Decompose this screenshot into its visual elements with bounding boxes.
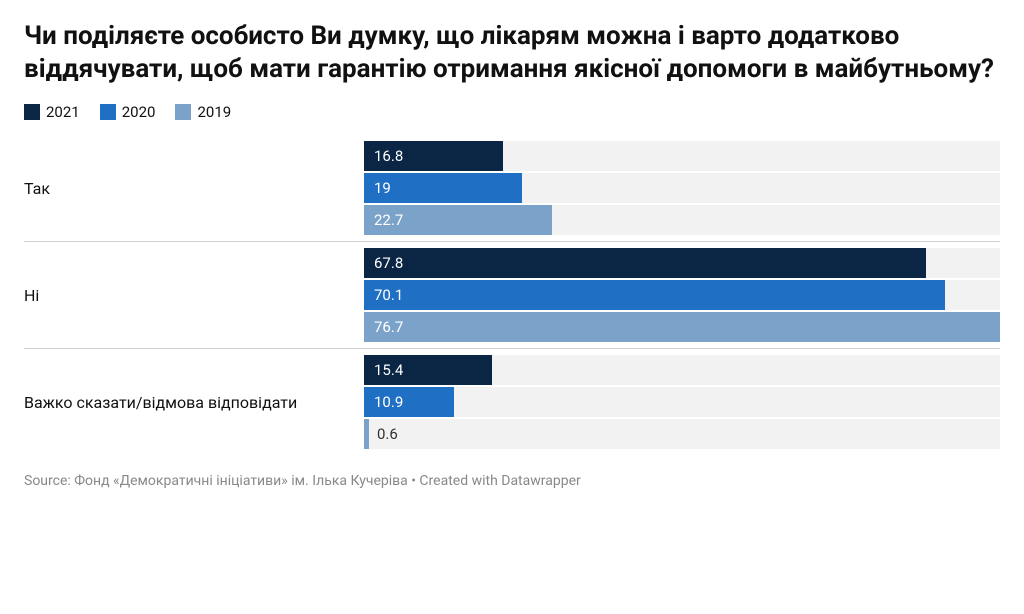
bar-value: 15.4 — [374, 361, 403, 379]
bar-stack: 16.8 19 22.7 — [364, 141, 1000, 235]
bar-value: 76.7 — [374, 318, 403, 336]
bar-chart: Так 16.8 19 22.7 Ні 67.8 70.1 76.7 Важко сказати… — [24, 135, 1000, 455]
legend-item: 2019 — [175, 103, 231, 121]
bar-value: 19 — [374, 179, 391, 197]
bar-value: 10.9 — [374, 393, 403, 411]
bar-row: 76.7 — [364, 312, 1000, 342]
category-label: Важко сказати/відмова відповідати — [24, 393, 364, 412]
bar-value: 22.7 — [374, 211, 403, 229]
bar-row: 10.9 — [364, 387, 1000, 417]
bar-row: 70.1 — [364, 280, 1000, 310]
bar-value: 70.1 — [374, 286, 403, 304]
legend-item: 2021 — [24, 103, 80, 121]
bar-stack: 67.8 70.1 76.7 — [364, 248, 1000, 342]
bar-value: 0.6 — [377, 425, 398, 443]
legend-label: 2020 — [122, 103, 156, 121]
bar-row: 15.4 — [364, 355, 1000, 385]
bar-row: 0.6 — [364, 419, 1000, 449]
bar-fill — [364, 312, 1000, 342]
chart-title: Чи поділяєте особисто Ви думку, що лікар… — [24, 20, 1000, 85]
bar-fill — [364, 248, 926, 278]
legend-item: 2020 — [100, 103, 156, 121]
category-label: Ні — [24, 286, 364, 305]
chart-group: Так 16.8 19 22.7 — [24, 135, 1000, 241]
chart-group: Важко сказати/відмова відповідати 15.4 10.… — [24, 348, 1000, 455]
category-label: Так — [24, 179, 364, 198]
bar-fill — [364, 419, 369, 449]
legend-swatch — [24, 104, 40, 120]
legend: 2021 2020 2019 — [24, 103, 1000, 121]
bar-stack: 15.4 10.9 0.6 — [364, 355, 1000, 449]
chart-group: Ні 67.8 70.1 76.7 — [24, 241, 1000, 348]
bar-row: 16.8 — [364, 141, 1000, 171]
legend-swatch — [100, 104, 116, 120]
legend-label: 2019 — [197, 103, 231, 121]
bar-fill — [364, 280, 945, 310]
bar-row: 19 — [364, 173, 1000, 203]
legend-swatch — [175, 104, 191, 120]
source-line: Source: Фонд «Демократичні ініціативи» і… — [24, 473, 1000, 489]
bar-row: 67.8 — [364, 248, 1000, 278]
bar-row: 22.7 — [364, 205, 1000, 235]
bar-value: 16.8 — [374, 147, 403, 165]
legend-label: 2021 — [46, 103, 80, 121]
bar-value: 67.8 — [374, 254, 403, 272]
